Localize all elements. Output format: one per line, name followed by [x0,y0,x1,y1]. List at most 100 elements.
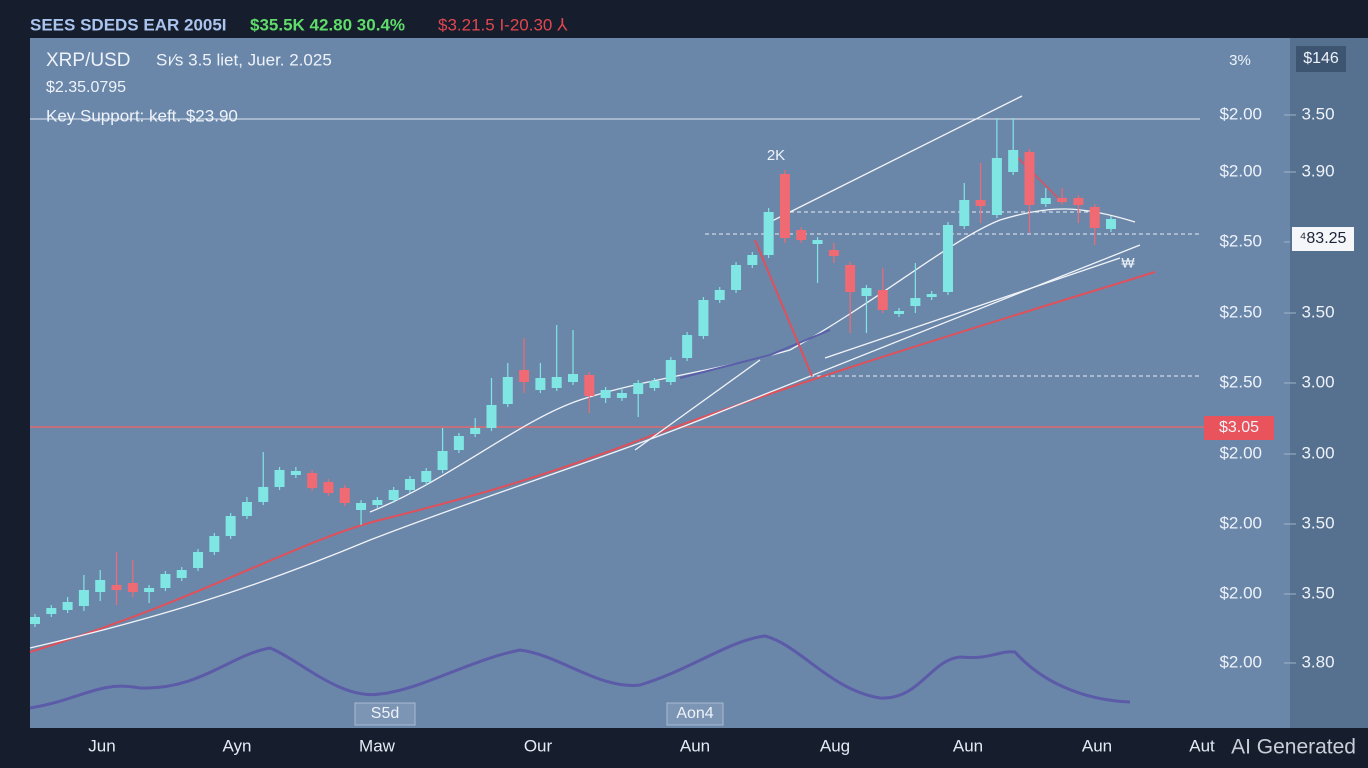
candle-body [584,375,595,396]
candle-body [861,288,872,296]
y2-tick-label: 3.00 [1301,443,1334,462]
y-tick-label: $2.50 [1219,372,1262,391]
x-tick-label: Aun [1082,736,1112,755]
candle-body [910,298,921,306]
red-trend [1009,149,1061,201]
label-box [666,702,724,726]
candle-body [894,311,905,314]
candle-body [46,608,57,614]
candle-body [160,574,171,588]
x-tick-label: Jun [88,736,115,755]
candle-body [62,602,73,610]
y-tick-label: $2.00 [1219,583,1262,602]
ticker-bar: SEES SDEDS EAR 2005I [30,15,227,34]
annotation: 2K [767,147,785,164]
candle-body [600,390,611,398]
candle-body [1008,150,1019,172]
candle-body [323,482,334,493]
candle-body [682,335,693,358]
candle-body [1106,219,1116,229]
candle-body [356,503,367,510]
candle-body [339,488,350,503]
candle-body [519,370,530,382]
ticker-down: $3.21.5 I-20.30 ⅄ [438,15,568,34]
candle-body [991,158,1002,215]
watermark: AI Generated [1231,736,1356,759]
trend-line [634,359,761,451]
moving-average [29,271,1156,653]
candle-body [926,294,937,297]
candle-body [714,290,725,300]
moving-average [369,208,1136,513]
y-tick-label: $2.50 [1219,231,1262,250]
x-tick-label: Aun [953,736,983,755]
y-tick-label: $2.50 [1219,302,1262,321]
candle-body [633,383,644,394]
candle-body [127,583,138,592]
label-box [354,702,416,726]
x-tick-label: Ayn [223,736,252,755]
candle-body [30,617,40,624]
x-tick-label: Aug [820,736,850,755]
annotation: Aon4 [676,705,713,722]
candle-body [209,536,220,552]
chart-title: XRP/USD [46,50,130,71]
candle-body [404,479,415,490]
trend-line [679,329,831,379]
candle-body [290,471,301,475]
price-box [1292,227,1354,251]
annotation: $146 [1303,50,1339,67]
candle-body [486,405,497,428]
candle-body [470,428,481,434]
x-tick-label: Our [524,736,553,755]
red-trend [754,239,813,377]
candle-body [421,471,432,482]
y2-tick-label: 3.50 [1301,513,1334,532]
candle-body [176,570,187,578]
label-box [1296,46,1346,72]
oscillator [29,634,1131,710]
x-tick-label: Aun [680,736,710,755]
candle-body [731,265,742,290]
x-tick-label: Maw [359,736,396,755]
candle-body [241,502,252,516]
y2-tick-label: 3.50 [1301,302,1334,321]
candle-body [388,490,399,500]
candle-body [225,516,236,536]
candle-body [763,212,774,255]
candle-body [828,250,839,256]
candle-body [1073,198,1084,205]
ticker-up: $35.5K 42.80 30.4% [250,15,405,34]
annotation: ₩ [1121,255,1135,271]
moving-average [29,244,1141,649]
annotation: S5d [371,705,399,722]
candle-body [747,255,758,265]
candle-body [975,200,986,206]
plot-panel [30,38,1290,728]
y-tick-label: $2.00 [1219,104,1262,123]
candle-body [1024,152,1035,205]
candle-body [616,393,627,398]
y2-tick-label: 3.50 [1301,104,1334,123]
channel-line [769,95,1023,223]
candle-body [111,585,122,590]
candle-body [437,451,448,470]
candle-body [274,470,285,487]
y-tick-label: $2.00 [1219,652,1262,671]
candle-body [568,374,578,382]
candle-body [779,174,790,238]
candle-body [193,552,204,568]
candle-body [845,265,856,292]
candle-body [551,377,562,388]
candle-body [307,473,318,488]
candle-body [535,378,546,390]
annotation: ⁴83.25 [1300,230,1347,247]
candle-body [1040,198,1051,204]
candle-body [144,588,155,592]
x-tick-label: Aut [1189,736,1215,755]
candle-body [1089,207,1100,228]
annotation: 3% [1229,52,1251,69]
y2-tick-label: 3.00 [1301,372,1334,391]
